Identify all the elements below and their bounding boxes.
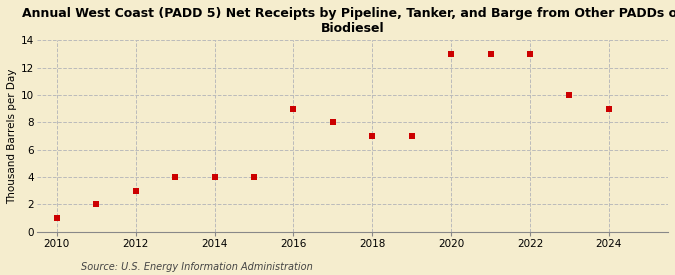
Point bbox=[91, 202, 102, 207]
Point bbox=[367, 134, 378, 138]
Point bbox=[248, 175, 259, 179]
Text: Source: U.S. Energy Information Administration: Source: U.S. Energy Information Administ… bbox=[81, 262, 313, 272]
Point bbox=[564, 93, 575, 97]
Point bbox=[169, 175, 180, 179]
Point bbox=[288, 106, 299, 111]
Point bbox=[485, 52, 496, 56]
Point bbox=[524, 52, 535, 56]
Point bbox=[209, 175, 220, 179]
Title: Annual West Coast (PADD 5) Net Receipts by Pipeline, Tanker, and Barge from Othe: Annual West Coast (PADD 5) Net Receipts … bbox=[22, 7, 675, 35]
Point bbox=[406, 134, 417, 138]
Point bbox=[51, 216, 62, 220]
Point bbox=[446, 52, 456, 56]
Point bbox=[603, 106, 614, 111]
Y-axis label: Thousand Barrels per Day: Thousand Barrels per Day bbox=[7, 68, 17, 204]
Point bbox=[327, 120, 338, 125]
Point bbox=[130, 189, 141, 193]
